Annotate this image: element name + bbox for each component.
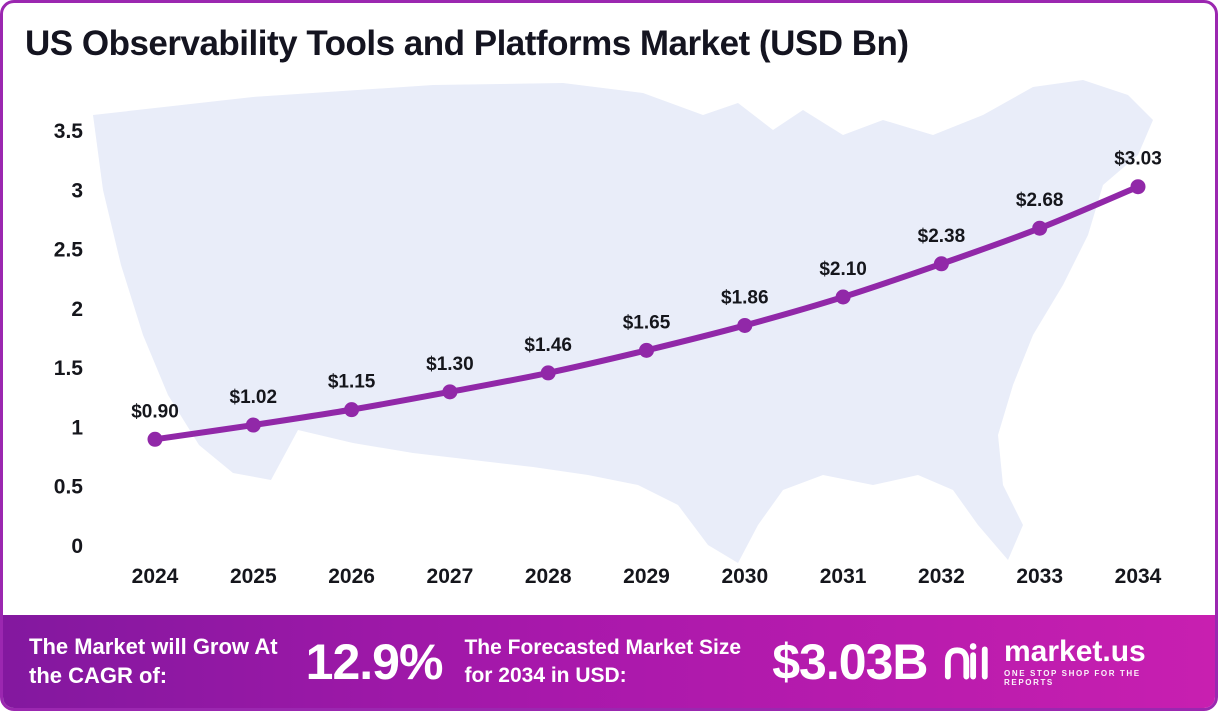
y-tick-label: 2.5 (54, 239, 84, 262)
cagr-value: 12.9% (305, 633, 444, 690)
data-point (1032, 220, 1048, 236)
data-point (639, 342, 654, 358)
cagr-label: The Market will Grow At the CAGR of: (29, 633, 278, 688)
chart-title: US Observability Tools and Platforms Mar… (25, 24, 909, 63)
x-tick-label: 2025 (230, 565, 277, 588)
brand-tagline: ONE STOP SHOP FOR THE REPORTS (1004, 669, 1141, 688)
data-point-label: $2.38 (918, 226, 966, 247)
data-point (1130, 179, 1146, 195)
x-tick-label: 2030 (721, 565, 768, 588)
x-tick-label: 2033 (1016, 565, 1063, 588)
market-us-logo-icon (945, 642, 989, 679)
y-tick-label: 0.5 (54, 476, 84, 499)
data-point (933, 256, 949, 272)
data-point-label: $2.10 (819, 259, 867, 280)
data-point (835, 289, 851, 305)
y-tick-label: 2 (71, 298, 83, 321)
data-point-label: $1.46 (524, 335, 572, 356)
line-chart: 0 0.5 1 1.5 2 2.5 3 3.5 2024 2025 2026 2027 2028 2029… (54, 80, 1162, 588)
brand-name: market.us (1004, 634, 1146, 668)
x-tick-label: 2034 (1115, 565, 1162, 588)
data-point (540, 365, 556, 381)
x-tick-label: 2024 (132, 565, 179, 588)
data-point-label: $1.02 (230, 387, 278, 408)
y-tick-label: 1 (71, 416, 83, 439)
y-tick-label: 1.5 (54, 357, 84, 380)
data-point (737, 317, 753, 333)
forecast-label: The Forecasted Market Size for 2034 in U… (464, 636, 742, 687)
y-tick-label: 3 (71, 179, 83, 202)
data-point-label: $3.03 (1114, 149, 1162, 170)
x-tick-label: 2027 (427, 565, 474, 588)
x-tick-label: 2031 (820, 565, 867, 588)
x-tick-label: 2026 (328, 565, 375, 588)
data-point-label: $1.15 (328, 372, 376, 393)
y-tick-label: 3.5 (54, 120, 84, 143)
data-point (442, 384, 458, 400)
y-tick-label: 0 (71, 535, 83, 558)
data-point-label: $0.90 (131, 401, 179, 422)
x-tick-label: 2029 (623, 565, 670, 588)
data-point-label: $1.30 (426, 354, 474, 375)
footer-banner: The Market will Grow At the CAGR of: 12.… (3, 615, 1215, 708)
data-point (344, 402, 360, 418)
brand: market.us ONE STOP SHOP FOR THE REPORTS (943, 636, 1189, 688)
data-point-label: $1.65 (623, 312, 671, 333)
x-tick-label: 2032 (918, 565, 965, 588)
data-point (147, 431, 163, 447)
data-point (245, 417, 261, 433)
data-point-label: $2.68 (1016, 190, 1064, 211)
data-point-label: $1.86 (721, 287, 769, 308)
forecast-value: $3.03B (772, 633, 928, 690)
header: US Observability Tools and Platforms Mar… (3, 3, 1215, 75)
brand-text: market.us ONE STOP SHOP FOR THE REPORTS (1004, 636, 1189, 688)
us-map-silhouette (93, 80, 1153, 563)
x-tick-label: 2028 (525, 565, 572, 588)
